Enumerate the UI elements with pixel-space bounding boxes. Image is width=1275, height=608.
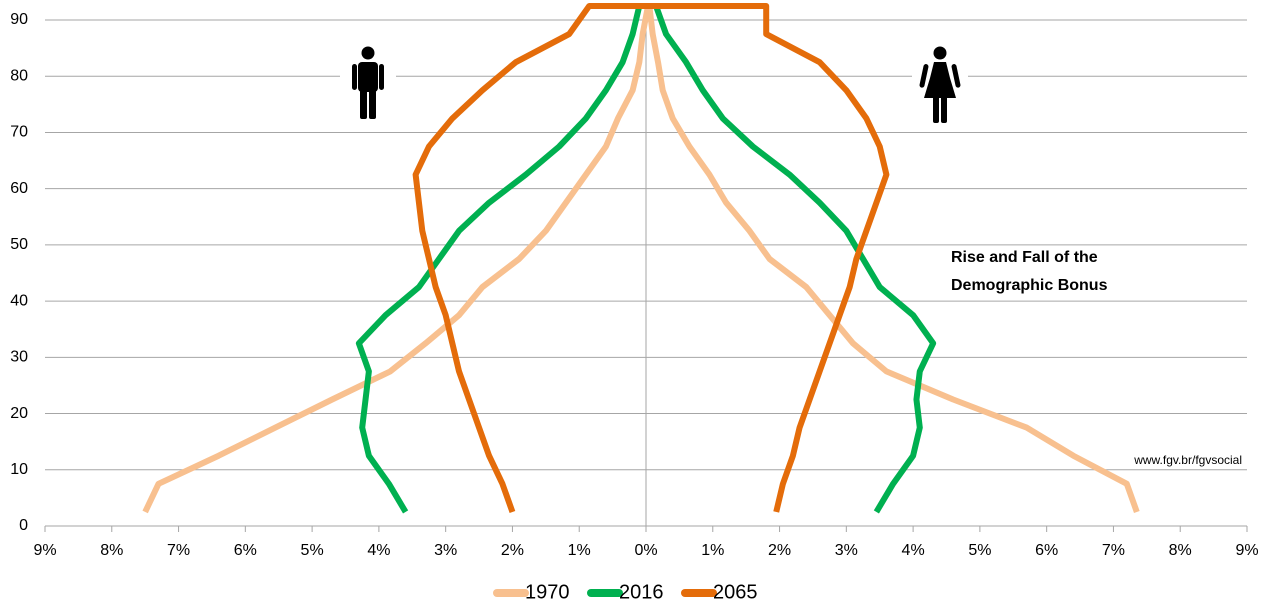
x-tick-label: 2% <box>501 542 524 559</box>
woman-icon <box>919 46 961 123</box>
y-tick-label: 70 <box>10 124 28 141</box>
x-tick-label: 2% <box>768 542 791 559</box>
x-tick-label: 3% <box>835 542 858 559</box>
grid: 0 10 20 30 40 50 60 70 80 90 9% 8% 7% 6% 5% 4% 3% 2% 1% 0% 1… <box>10 3 1259 559</box>
x-tick-label: 8% <box>1169 542 1192 559</box>
y-tick-label: 50 <box>10 236 28 253</box>
source: www.fgv.br/fgvsocial <box>1133 453 1242 467</box>
x-tick-label: 7% <box>1102 542 1125 559</box>
series <box>142 2 1140 514</box>
x-tick-label: 0% <box>634 542 657 559</box>
x-tick-label: 9% <box>1235 542 1258 559</box>
legend: 1970 2016 2065 <box>493 581 758 603</box>
legend-label: 1970 <box>525 581 570 603</box>
y-tick-label: 10 <box>10 461 28 478</box>
man-icon <box>352 46 384 119</box>
y-tick-label: 0 <box>19 517 28 534</box>
y-tick-label: 20 <box>10 405 28 422</box>
legend-label: 2065 <box>713 581 758 603</box>
x-tick-label: 8% <box>100 542 123 559</box>
x-tick-label: 5% <box>968 542 991 559</box>
annotation: Demographic Bonus <box>951 277 1108 294</box>
x-tick-label: 1% <box>568 542 591 559</box>
y-tick-label: 40 <box>10 292 28 309</box>
x-tick-label: 4% <box>902 542 925 559</box>
x-tick-label: 1% <box>701 542 724 559</box>
legend-label: 2016 <box>619 581 664 603</box>
x-tick-label: 3% <box>434 542 457 559</box>
y-tick-label: 90 <box>10 11 28 28</box>
annotation: Rise and Fall of the <box>951 249 1098 266</box>
icons <box>340 40 968 128</box>
x-tick-label: 7% <box>167 542 190 559</box>
x-tick-label: 6% <box>1035 542 1058 559</box>
x-tick-label: 6% <box>234 542 257 559</box>
x-tick-label: 5% <box>301 542 324 559</box>
series-line <box>412 2 890 513</box>
y-tick-label: 80 <box>10 67 28 84</box>
y-tick-label: 60 <box>10 180 28 197</box>
x-tick-label: 9% <box>33 542 56 559</box>
x-tick-label: 4% <box>367 542 390 559</box>
y-tick-label: 30 <box>10 349 28 366</box>
